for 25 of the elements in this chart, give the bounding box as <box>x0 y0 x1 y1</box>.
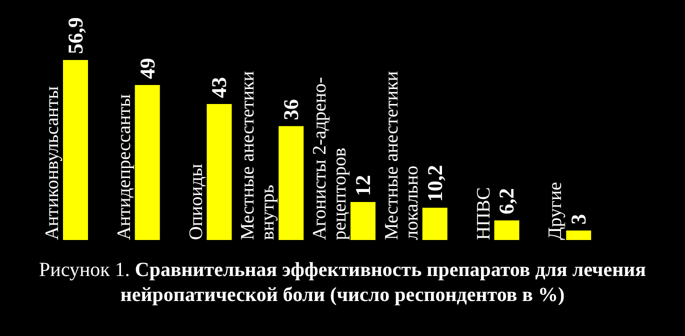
x-tick-label: Другие <box>545 182 566 240</box>
x-tick-label: Опиоиды <box>186 164 207 240</box>
bar <box>494 220 520 240</box>
data-label: 43 <box>207 76 232 98</box>
x-tick-label: Местные анестетики локально <box>381 71 422 240</box>
data-label: 36 <box>279 99 304 120</box>
data-label: 10,2 <box>422 164 447 202</box>
bar <box>350 202 376 240</box>
text: Рисунок 1. Сравнительная эффективность препаратов для лечения нейропатической боли (число респондентов в %) <box>38 258 647 308</box>
bar <box>566 230 592 240</box>
data-label: 12 <box>351 175 375 196</box>
x-tick-label: Антидепрессанты <box>114 94 135 240</box>
data-label: 49 <box>135 58 160 79</box>
x-tick-label: Антиконвульсанты <box>42 86 63 240</box>
data-label: 3 <box>566 214 591 225</box>
bar <box>278 126 304 240</box>
bar <box>63 60 88 240</box>
bar <box>134 84 160 240</box>
bar <box>422 208 448 240</box>
x-tick-label: Местные анестетики внутрь <box>238 71 279 240</box>
x-tick-label: Агонисты 2-адрено-рецепторов <box>310 77 350 240</box>
x-tick-label: НПВС <box>473 187 494 240</box>
data-label: 6,2 <box>494 188 519 214</box>
bar <box>206 104 232 240</box>
data-label: 56,9 <box>64 17 88 54</box>
